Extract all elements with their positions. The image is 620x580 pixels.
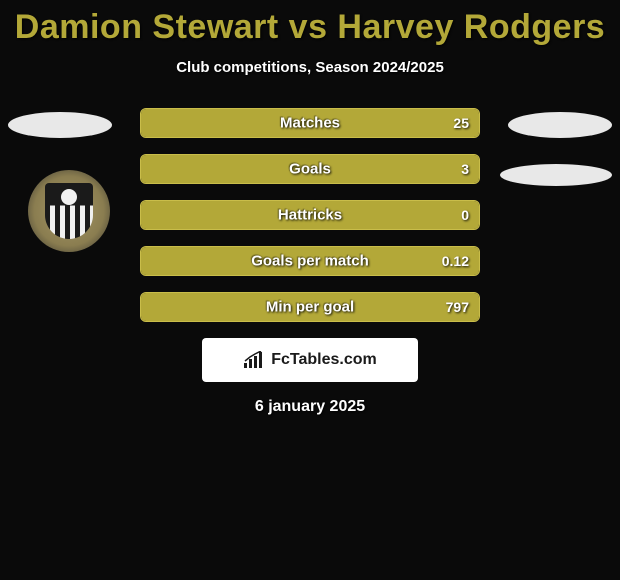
stat-label: Hattricks — [278, 207, 342, 224]
stat-label: Goals per match — [251, 253, 369, 270]
comparison-card: Damion Stewart vs Harvey Rodgers Club co… — [0, 0, 620, 416]
brand-text: FcTables.com — [271, 351, 377, 369]
stat-row-goals-per-match: Goals per match 0.12 — [140, 246, 480, 276]
snapshot-date: 6 january 2025 — [0, 398, 620, 416]
stat-label: Min per goal — [266, 299, 354, 316]
subtitle: Club competitions, Season 2024/2025 — [0, 59, 620, 76]
club-crest-ball — [61, 189, 77, 205]
stat-value: 797 — [446, 299, 469, 315]
page-title: Damion Stewart vs Harvey Rodgers — [0, 8, 620, 47]
club-crest-shape — [45, 183, 93, 239]
stat-value: 3 — [461, 161, 469, 177]
player-right-club-placeholder — [500, 164, 612, 186]
player-right-avatar-placeholder — [508, 112, 612, 138]
stat-row-matches: Matches 25 — [140, 108, 480, 138]
stat-row-hattricks: Hattricks 0 — [140, 200, 480, 230]
stats-area: Matches 25 Goals 3 Hattricks 0 Goals per… — [0, 108, 620, 416]
stat-row-goals: Goals 3 — [140, 154, 480, 184]
brand-attribution[interactable]: FcTables.com — [202, 338, 418, 382]
stat-value: 0 — [461, 207, 469, 223]
stat-value: 0.12 — [442, 253, 469, 269]
brand-chart-icon — [243, 351, 265, 369]
stat-rows: Matches 25 Goals 3 Hattricks 0 Goals per… — [140, 108, 480, 322]
player-left-club-badge — [28, 170, 110, 252]
player-left-avatar-placeholder — [8, 112, 112, 138]
stat-row-min-per-goal: Min per goal 797 — [140, 292, 480, 322]
stat-label: Matches — [280, 115, 340, 132]
stat-value: 25 — [453, 115, 469, 131]
stat-label: Goals — [289, 161, 331, 178]
